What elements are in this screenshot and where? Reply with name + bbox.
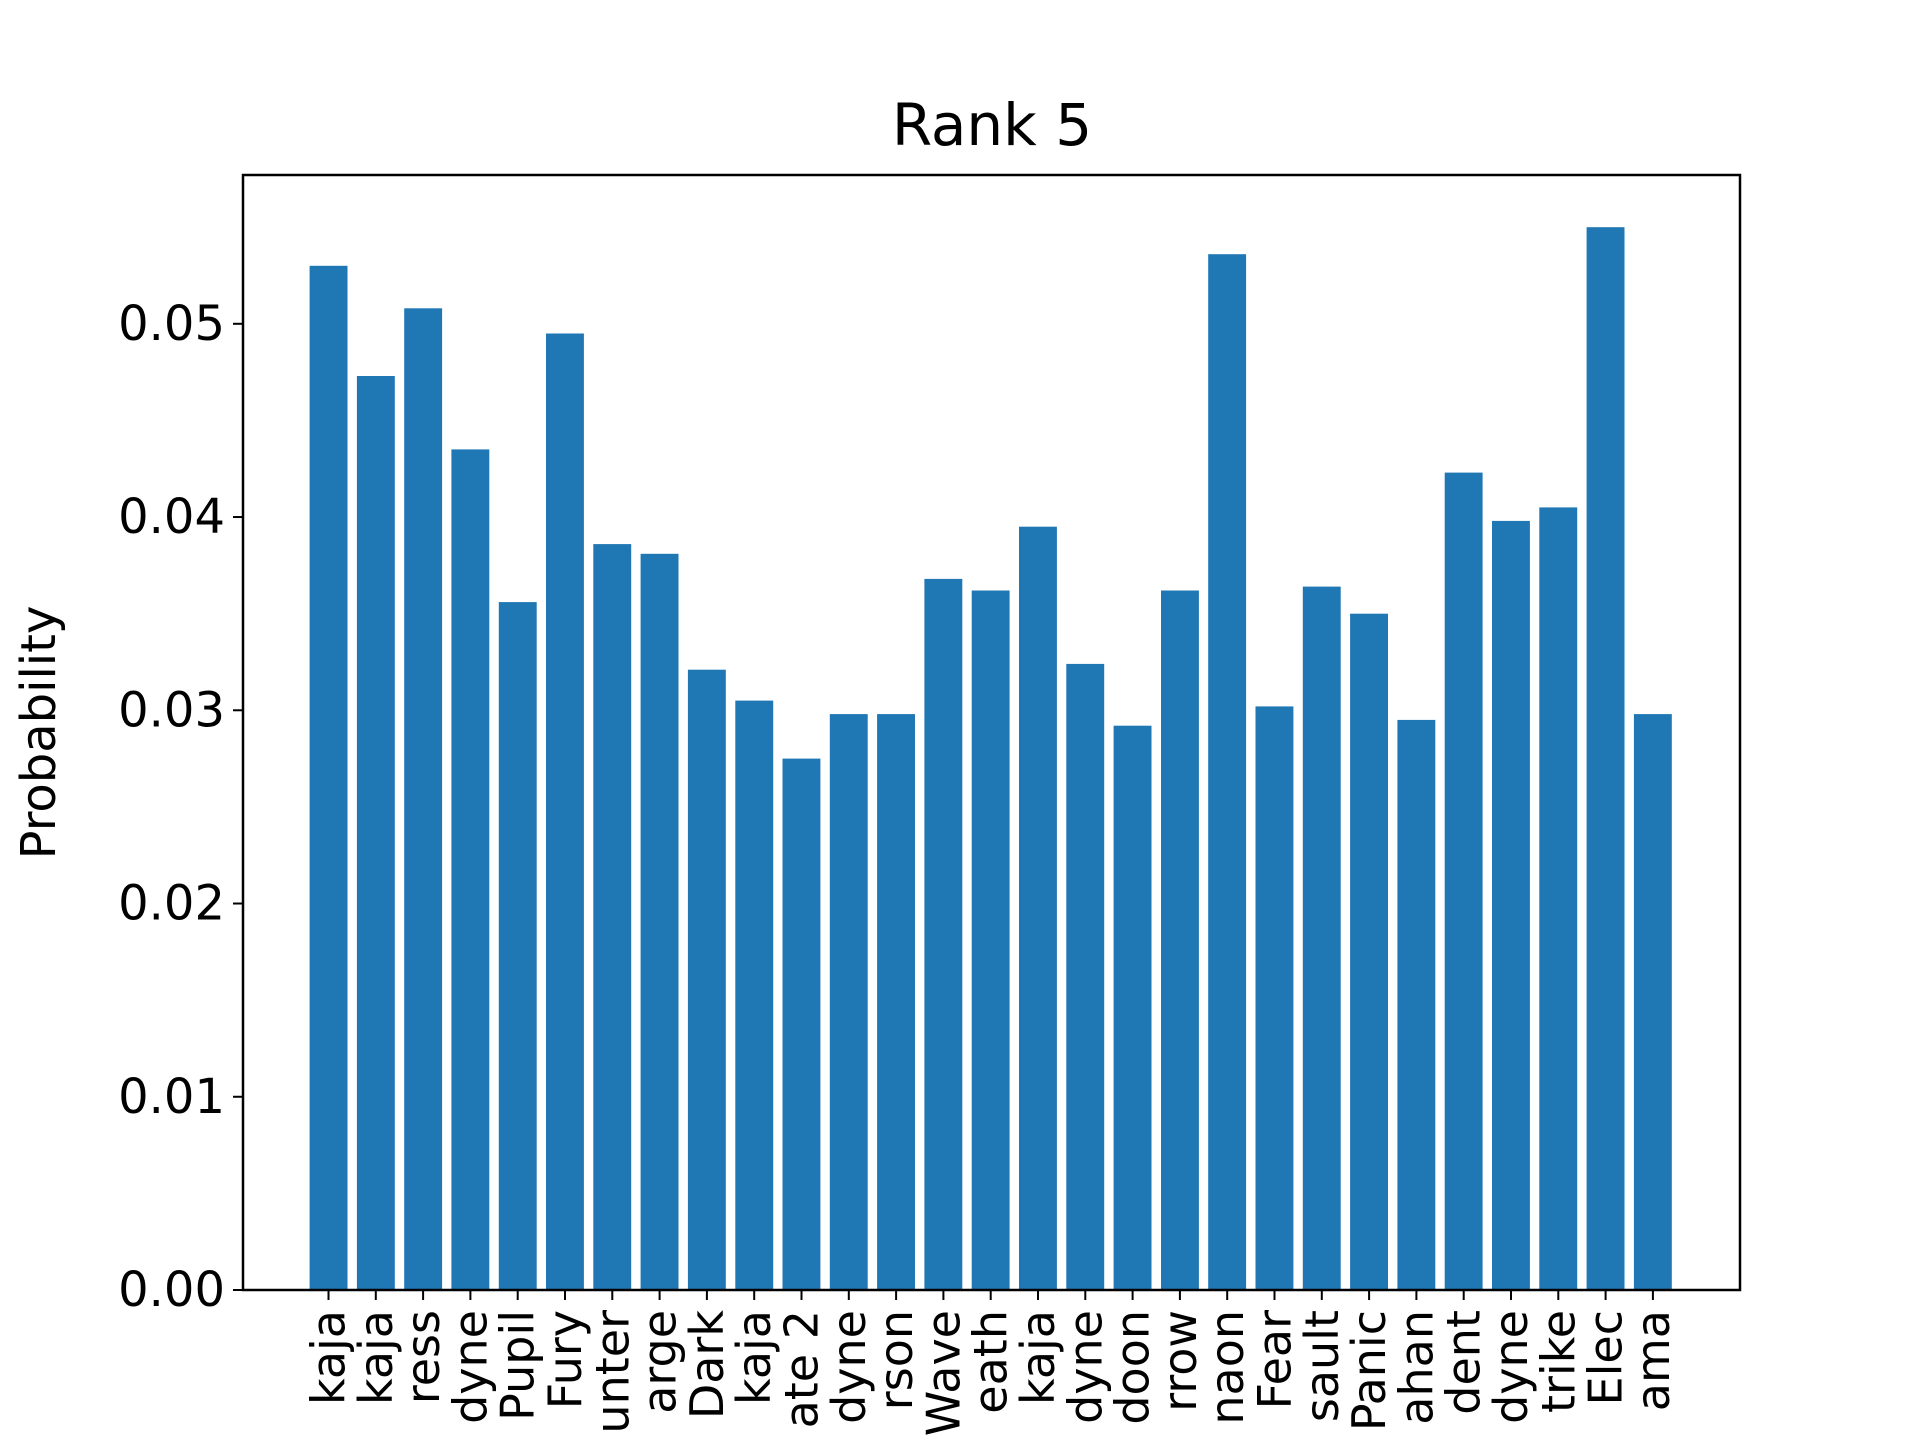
x-tick-label: naon (1200, 1310, 1254, 1425)
chart-title: Rank 5 (892, 91, 1092, 159)
x-tick-label: dyne (1058, 1310, 1112, 1424)
bar (1586, 227, 1625, 1291)
x-tick-label: Wave (916, 1310, 970, 1436)
x-tick-label: eath (964, 1310, 1018, 1414)
bar (1539, 507, 1578, 1290)
x-tick-label: unter (585, 1310, 639, 1434)
x-tick-label: dyne (1484, 1310, 1538, 1424)
x-tick-label: ate 2 (775, 1310, 829, 1428)
bars-group (309, 227, 1672, 1291)
bar (1066, 663, 1105, 1290)
x-tick-label: rson (869, 1310, 923, 1410)
x-tick-label: kaja (349, 1310, 403, 1405)
x-tick-label: Pupil (491, 1310, 545, 1421)
x-tick-label: doon (1106, 1310, 1160, 1425)
x-tick-label: kaja (302, 1310, 356, 1405)
y-tick-label: 0.05 (118, 296, 225, 352)
y-tick-label: 0.04 (118, 489, 225, 545)
x-tick-label: arge (633, 1310, 687, 1414)
plot-frame (241, 173, 1742, 1292)
bar (971, 590, 1010, 1290)
x-tick-label: trike (1531, 1310, 1585, 1413)
bar (546, 333, 584, 1290)
x-tick-label: kaja (1011, 1310, 1065, 1405)
bar (1633, 714, 1672, 1290)
y-axis-label: Probability (11, 606, 67, 860)
x-tick-label: ahan (1389, 1310, 1443, 1425)
bar (593, 544, 632, 1290)
bar (1255, 706, 1294, 1290)
x-tick-label: ama (1626, 1310, 1680, 1411)
x-tick-label: ress (396, 1310, 450, 1404)
x-tick-label: dyne (822, 1310, 876, 1424)
bar (735, 700, 774, 1290)
bar (687, 669, 726, 1290)
x-tick-label: Fear (1248, 1310, 1302, 1409)
bar (1492, 520, 1530, 1290)
y-tick-label: 0.01 (118, 1069, 225, 1125)
y-tick-label: 0.03 (118, 682, 225, 738)
bar (1161, 590, 1199, 1290)
x-tick-label: rrow (1153, 1310, 1207, 1412)
bar (451, 449, 490, 1290)
bar (829, 714, 868, 1290)
bar (356, 376, 395, 1290)
bar (404, 308, 443, 1290)
bar (924, 578, 963, 1290)
y-tick-label: 0.02 (118, 876, 225, 932)
bar (1019, 526, 1057, 1290)
x-tick-label: Fury (538, 1310, 592, 1409)
x-tick-label: Dark (680, 1310, 734, 1420)
x-tick-label: dent (1437, 1310, 1491, 1415)
x-tick-label: dyne (443, 1310, 497, 1424)
bar (782, 758, 821, 1290)
bar (1302, 586, 1341, 1290)
bar (877, 714, 915, 1290)
x-tick-label: Panic (1342, 1310, 1396, 1431)
x-tick-label: sault (1295, 1310, 1349, 1422)
y-tick-label: 0.00 (118, 1262, 225, 1318)
x-tick-label: kaja (727, 1310, 781, 1405)
bar (1350, 613, 1388, 1290)
bar (309, 265, 348, 1290)
bar (1397, 719, 1436, 1290)
y-axis-ticks: 0.00 0.01 0.02 0.03 0.04 0.05 (118, 296, 243, 1318)
bar (1444, 472, 1483, 1291)
bar (1113, 725, 1152, 1290)
bar (1208, 254, 1247, 1291)
bar (640, 553, 679, 1290)
x-axis-ticks: kajakajaressdynePupilFuryunterargeDarkka… (302, 1290, 1680, 1436)
x-tick-label: Elec (1579, 1310, 1633, 1405)
bar (498, 602, 537, 1290)
